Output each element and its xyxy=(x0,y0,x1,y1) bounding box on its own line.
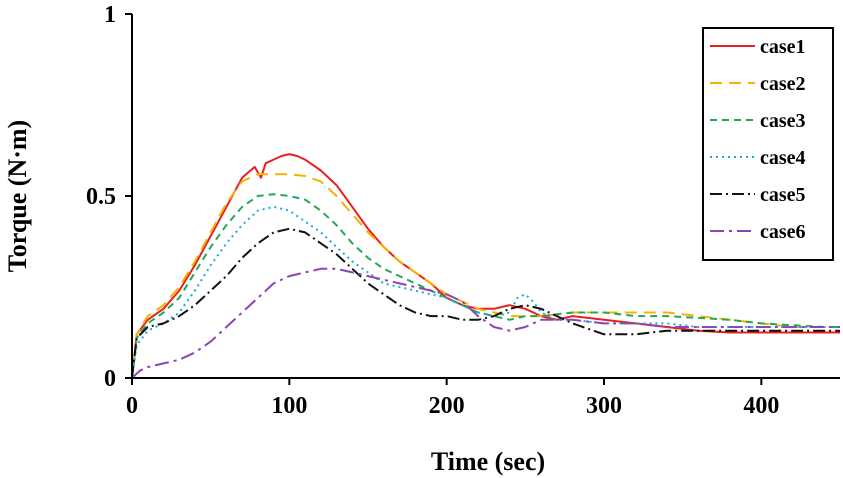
y-tick-label: 1 xyxy=(104,2,116,28)
y-ticks: 00.51 xyxy=(86,2,132,392)
x-tick-label: 200 xyxy=(429,393,465,419)
legend-label-case2: case2 xyxy=(760,73,806,95)
x-ticks: 0 100 200 300 400 xyxy=(126,378,779,419)
legend-label-case1: case1 xyxy=(760,36,806,58)
x-tick-label: 100 xyxy=(271,393,307,419)
series-line-case3 xyxy=(131,193,840,379)
series-line-case4 xyxy=(131,205,840,379)
legend-label-case6: case6 xyxy=(760,221,806,243)
x-tick-label: 300 xyxy=(586,393,622,419)
legend-label-case4: case4 xyxy=(760,147,806,169)
series-lines xyxy=(131,153,840,379)
legend: case1 case2 case3 case4 case5 case6 xyxy=(702,27,834,261)
x-tick-label: 400 xyxy=(743,393,779,419)
series-line-case2 xyxy=(131,173,840,379)
y-axis-title: Torque (N·m) xyxy=(3,120,32,272)
legend-label-case5: case5 xyxy=(760,184,806,206)
x-axis-title: Time (sec) xyxy=(431,447,545,476)
series-line-case5 xyxy=(131,227,840,379)
legend-label-case3: case3 xyxy=(760,110,806,132)
series-line-case6 xyxy=(131,267,840,379)
legend-box xyxy=(702,27,834,261)
x-tick-label: 0 xyxy=(126,393,138,419)
y-tick-label: 0 xyxy=(104,366,116,392)
y-tick-label: 0.5 xyxy=(86,184,116,210)
